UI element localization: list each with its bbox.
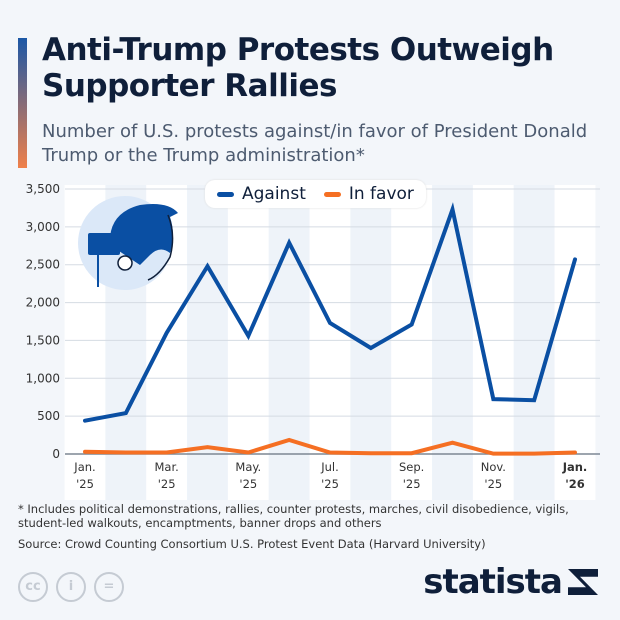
line-chart: 0 500 1,000 1,500 2,000 2,500 3,000 3,500 Jan. '2…: [26, 182, 600, 500]
footnote: * Includes political demonstrations, ral…: [18, 502, 569, 530]
data-point: [125, 412, 127, 414]
data-point: [370, 347, 372, 349]
protest-sign-icon: [88, 233, 120, 255]
x-tick-label: Sep.: [399, 460, 424, 474]
chart-title: Anti-Trump Protests Outweigh Supporter R…: [42, 32, 554, 104]
data-point: [370, 452, 372, 454]
x-tick-label: '25: [321, 477, 339, 491]
chart-subtitle: Number of U.S. protests against/in favor…: [42, 121, 588, 166]
column-band: [513, 185, 555, 500]
x-tick-label: Jan.: [562, 460, 588, 474]
data-point: [166, 332, 168, 334]
no-derivatives-icon[interactable]: =: [94, 572, 124, 602]
column-band: [432, 185, 473, 500]
data-point: [207, 446, 208, 448]
data-point: [329, 451, 331, 453]
x-tick-label: Jul.: [320, 460, 339, 474]
data-point: [247, 451, 249, 453]
x-tick-label: '25: [158, 477, 176, 491]
face-profile-icon: [147, 214, 174, 281]
data-point: [574, 451, 576, 453]
data-point: [288, 242, 290, 244]
data-point: [492, 453, 494, 455]
x-tick-label: Jan.: [73, 460, 95, 474]
data-point: [574, 258, 576, 260]
data-point: [411, 452, 413, 454]
column-band: [554, 185, 596, 500]
y-tick-label: 3,500: [26, 182, 60, 196]
legend-item-against: Against: [217, 184, 306, 204]
x-tick-label: '25: [239, 477, 257, 491]
column-band: [268, 185, 310, 500]
statista-logo[interactable]: statista: [423, 562, 598, 602]
column-band: [350, 185, 392, 500]
data-point: [207, 265, 208, 267]
column-band: [391, 185, 433, 500]
y-tick-label: 500: [37, 409, 60, 423]
attribution-icon[interactable]: i: [56, 572, 86, 602]
data-point: [84, 451, 86, 453]
y-tick-label: 2,000: [26, 296, 60, 310]
x-tick-label: '25: [76, 477, 94, 491]
x-tick-label: '26: [565, 477, 585, 491]
data-point: [452, 208, 453, 210]
data-point: [533, 453, 535, 455]
data-point: [329, 322, 331, 324]
y-tick-label: 2,500: [26, 258, 60, 272]
data-point: [533, 399, 535, 401]
accent-bar: [18, 38, 27, 168]
y-tick-label: 1,500: [26, 333, 60, 347]
x-tick-label: '25: [484, 477, 502, 491]
data-point: [411, 324, 413, 326]
x-tick-label: May.: [235, 460, 261, 474]
column-band: [187, 185, 228, 500]
source: Source: Crowd Counting Consortium U.S. P…: [18, 537, 486, 551]
data-point: [125, 451, 127, 453]
person-hair-icon: [109, 204, 178, 265]
data-point: [84, 420, 86, 422]
cc-icon[interactable]: cc: [18, 572, 48, 602]
data-point: [247, 335, 249, 337]
y-tick-label: 1,000: [26, 371, 60, 385]
data-point: [166, 451, 168, 453]
data-point: [492, 398, 494, 400]
person-head-icon: [117, 255, 133, 271]
x-tick-label: Nov.: [481, 460, 506, 474]
y-tick-label: 3,000: [26, 220, 60, 234]
data-point: [452, 442, 453, 444]
data-point: [288, 439, 290, 441]
legend: Against In favor: [205, 180, 426, 208]
legend-item-in-favor: In favor: [323, 184, 414, 204]
x-tick-label: '25: [403, 477, 421, 491]
x-tick-label: Mar.: [155, 460, 179, 474]
y-tick-label: 0: [52, 447, 60, 461]
